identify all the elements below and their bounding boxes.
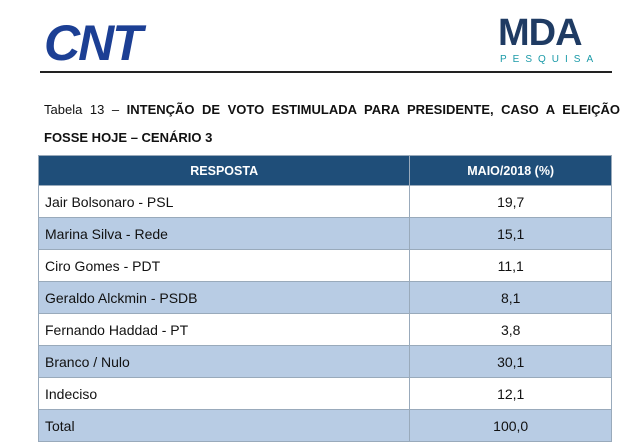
header-rule: [40, 71, 612, 73]
table-row: Ciro Gomes - PDT 11,1: [37, 249, 612, 282]
value-cell: 100,0: [409, 409, 612, 442]
label-cell: Ciro Gomes - PDT: [37, 249, 411, 282]
table-row: Total 100,0: [37, 409, 612, 442]
label-cell: Branco / Nulo: [37, 345, 411, 378]
table-row: Fernando Haddad - PT 3,8: [37, 313, 612, 346]
mda-logo: MDA: [498, 12, 583, 54]
label-cell: Geraldo Alckmin - PSDB: [37, 281, 411, 314]
cnt-logo: CNT: [44, 15, 143, 71]
value-cell: 3,8: [409, 313, 612, 346]
mda-logo-sub: PESQUISA: [500, 54, 600, 65]
column-header: MAIO/2018 (%): [409, 155, 612, 186]
label-cell: Marina Silva - Rede: [37, 217, 411, 250]
table-row: Marina Silva - Rede 15,1: [37, 217, 612, 250]
header-row: RESPOSTA MAIO/2018 (%): [37, 155, 612, 186]
value-cell: 11,1: [409, 249, 612, 282]
table-row: Geraldo Alckmin - PSDB 8,1: [37, 281, 612, 314]
value-cell: 8,1: [409, 281, 612, 314]
label-cell: Jair Bolsonaro - PSL: [37, 185, 411, 218]
column-header: RESPOSTA: [37, 155, 411, 186]
label-cell: Total: [37, 409, 411, 442]
table-row: Indeciso 12,1: [37, 377, 612, 410]
value-cell: 30,1: [409, 345, 612, 378]
caption-title: INTENÇÃO DE VOTO ESTIMULADA PARA PRESIDE…: [44, 102, 621, 145]
value-cell: 15,1: [409, 217, 612, 250]
caption-prefix: Tabela 13 –: [44, 102, 120, 117]
label-cell: Fernando Haddad - PT: [37, 313, 411, 346]
label-cell: Indeciso: [37, 377, 411, 410]
table: RESPOSTA MAIO/2018 (%) Jair Bolsonaro - P…: [37, 155, 612, 442]
caption: Tabela 13 – INTENÇÃO DE VOTO ESTIMULADA …: [44, 96, 620, 152]
table-row: Jair Bolsonaro - PSL 19,7: [37, 185, 612, 218]
value-cell: 12,1: [409, 377, 612, 410]
table-row: Branco / Nulo 30,1: [37, 345, 612, 378]
value-cell: 19,7: [409, 185, 612, 218]
